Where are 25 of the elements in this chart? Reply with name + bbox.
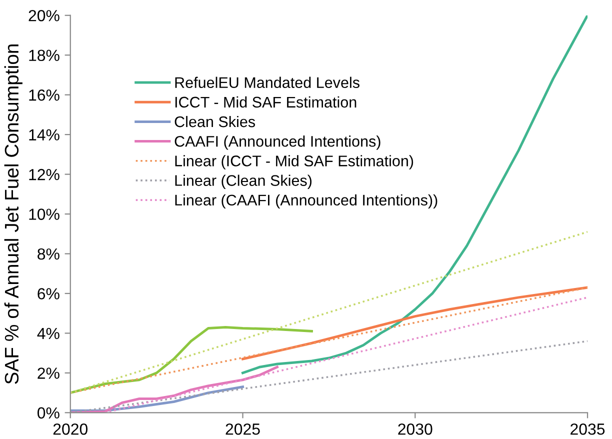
line-series bbox=[242, 286, 588, 360]
legend-label: Clean Skies bbox=[174, 116, 256, 128]
legend-label: ICCT - Mid SAF Estimation bbox=[175, 96, 356, 108]
x-tick-label: 2025 bbox=[226, 424, 260, 435]
y-tick-label: 12% bbox=[29, 168, 60, 180]
y-tick-label: 16% bbox=[29, 89, 60, 101]
y-tick-label: 20% bbox=[28, 10, 60, 22]
y-tick-label: 2% bbox=[38, 368, 60, 379]
y-tick-label: 14% bbox=[29, 129, 60, 140]
y-tick-label: 6% bbox=[38, 288, 60, 300]
y-tick-label: 18% bbox=[29, 50, 60, 62]
y-tick-label: 8% bbox=[38, 248, 60, 260]
y-tick-label: 4% bbox=[37, 328, 60, 340]
legend-label: Linear (ICCT - Mid SAF Estimation) bbox=[175, 155, 414, 170]
line-series bbox=[70, 326, 313, 394]
y-axis-title: SAF % of Annual Jet Fuel Consumption bbox=[4, 44, 22, 384]
legend-label: Linear (CAAFI (Announced Intentions)) bbox=[175, 194, 438, 209]
legend-label: Linear (Clean Skies) bbox=[175, 174, 312, 189]
y-tick-label: 0% bbox=[38, 407, 60, 419]
x-tick-label: 2030 bbox=[398, 424, 432, 435]
x-tick-label: 2020 bbox=[53, 424, 88, 435]
y-tick-label: 10% bbox=[29, 208, 60, 220]
legend-label: CAAFI (Announced Intentions) bbox=[174, 136, 380, 150]
x-tick-label: 2035 bbox=[570, 424, 605, 435]
legend-label: RefuelEU Mandated Levels bbox=[175, 76, 360, 88]
